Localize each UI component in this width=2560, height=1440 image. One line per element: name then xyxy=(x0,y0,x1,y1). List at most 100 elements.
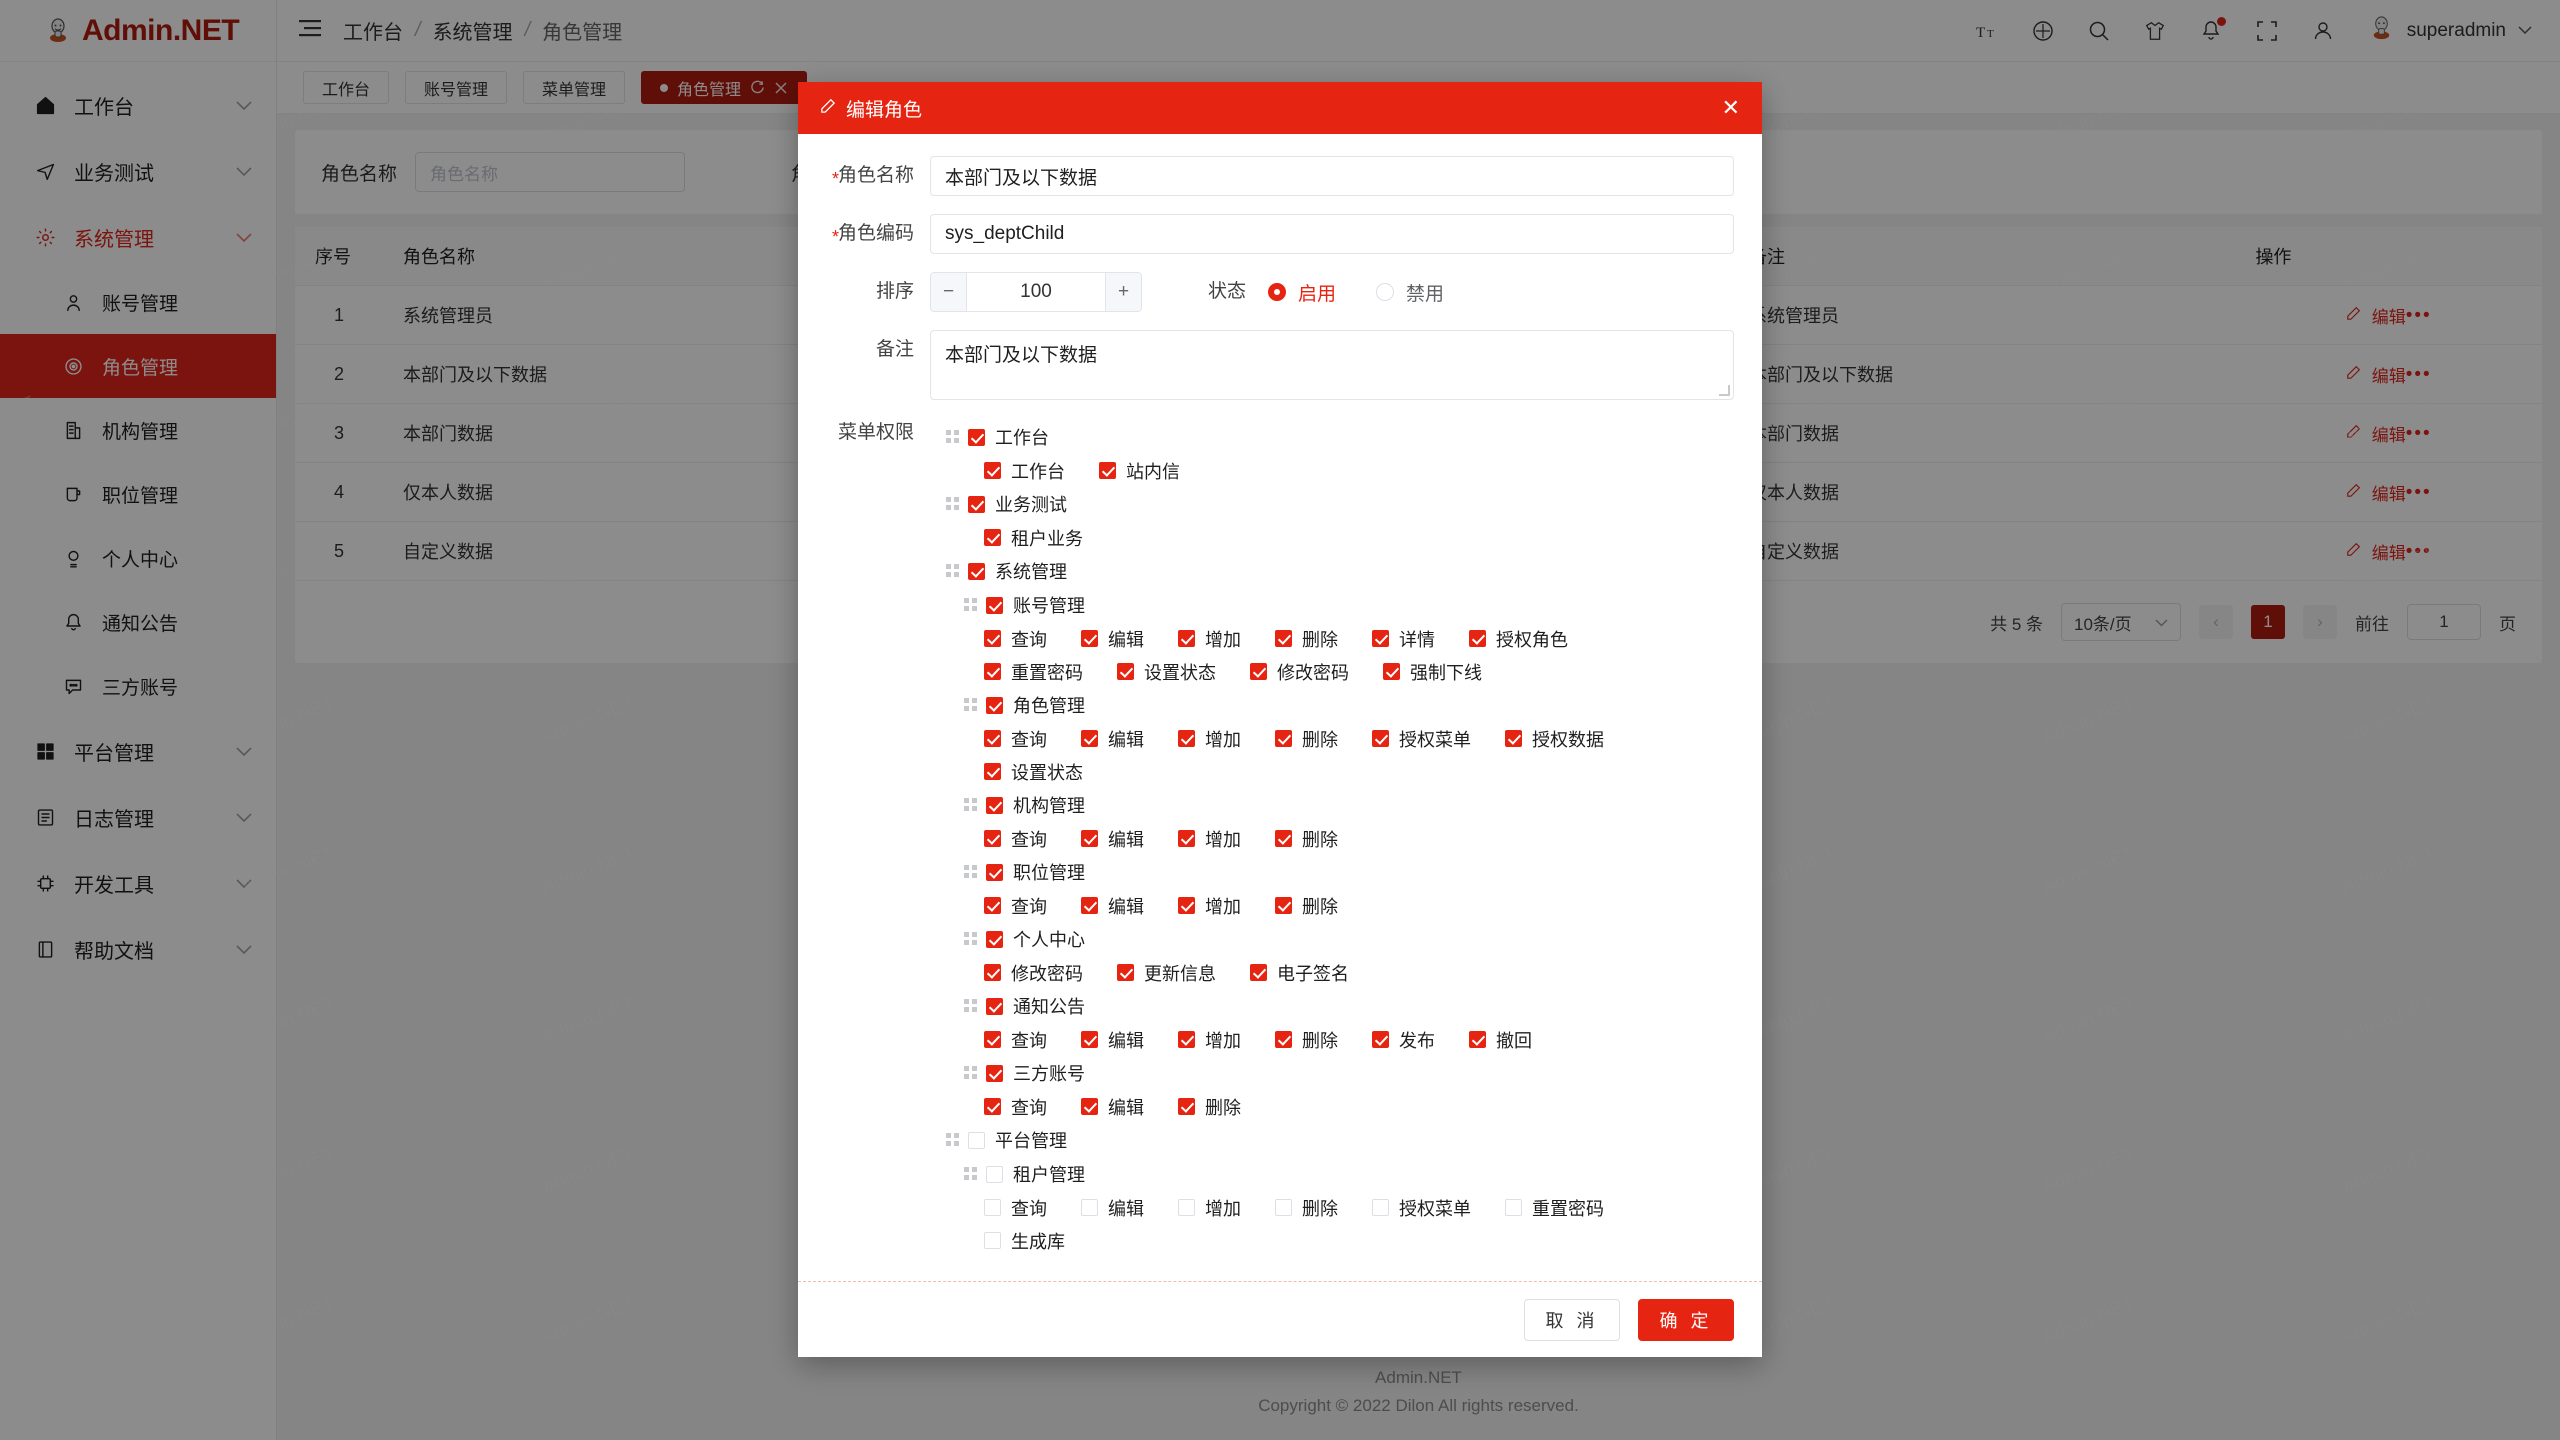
status-radio-enabled[interactable] xyxy=(1268,283,1287,301)
perm-leaf[interactable]: 编辑 xyxy=(1081,1027,1144,1053)
perm-leaf-checkbox[interactable] xyxy=(1178,1098,1195,1115)
perm-leaf[interactable]: 设置状态 xyxy=(1117,659,1216,685)
sidebar-item-10[interactable]: 平台管理 xyxy=(0,718,276,784)
perm-leaf[interactable]: 查询 xyxy=(984,826,1047,852)
perm-leaf[interactable]: 删除 xyxy=(1275,826,1338,852)
perm-leaf[interactable]: 删除 xyxy=(1275,1195,1338,1221)
perm-leaf-checkbox[interactable] xyxy=(1275,630,1292,647)
perm-node-checkbox[interactable] xyxy=(986,1165,1003,1183)
perm-leaf[interactable]: 强制下线 xyxy=(1383,659,1482,685)
perm-leaf[interactable]: 查询 xyxy=(984,1027,1047,1053)
sort-increment-button[interactable]: + xyxy=(1105,273,1141,311)
drag-handle-icon[interactable] xyxy=(964,598,978,612)
perm-leaf-checkbox[interactable] xyxy=(1117,663,1134,680)
breadcrumb-item-2[interactable]: 角色管理 xyxy=(542,22,623,44)
perm-leaf-checkbox[interactable] xyxy=(984,1098,1001,1115)
perm-leaf-checkbox[interactable] xyxy=(1383,663,1400,680)
sidebar-item-5[interactable]: 机构管理 xyxy=(0,398,276,462)
perm-leaf[interactable]: 删除 xyxy=(1275,893,1338,919)
perm-leaf-checkbox[interactable] xyxy=(984,763,1001,780)
perm-node-0[interactable]: 工作台 xyxy=(930,420,1734,454)
menu-collapse-icon[interactable] xyxy=(299,19,321,42)
perm-leaf-checkbox[interactable] xyxy=(1469,1031,1486,1048)
perm-leaf-checkbox[interactable] xyxy=(1081,730,1098,747)
edit-row-button[interactable]: 编辑 xyxy=(2346,362,2406,387)
sidebar-item-8[interactable]: 通知公告 xyxy=(0,590,276,654)
perm-leaf-checkbox[interactable] xyxy=(984,529,1001,546)
drag-handle-icon[interactable] xyxy=(946,430,960,444)
perm-leaf[interactable]: 电子签名 xyxy=(1250,960,1349,986)
perm-leaf[interactable]: 发布 xyxy=(1372,1027,1435,1053)
perm-leaf[interactable]: 查询 xyxy=(984,1094,1047,1120)
perm-leaf-checkbox[interactable] xyxy=(1275,830,1292,847)
perm-leaf-checkbox[interactable] xyxy=(1081,1031,1098,1048)
perm-leaf[interactable]: 增加 xyxy=(1178,726,1241,752)
perm-leaf[interactable]: 撤回 xyxy=(1469,1027,1532,1053)
edit-row-button[interactable]: 编辑 xyxy=(2346,539,2406,564)
status-radio-disabled[interactable] xyxy=(1376,283,1395,301)
perm-leaf[interactable]: 增加 xyxy=(1178,893,1241,919)
perm-leaf[interactable]: 授权菜单 xyxy=(1372,1195,1471,1221)
perm-node-checkbox[interactable] xyxy=(968,495,985,513)
perm-leaf[interactable]: 增加 xyxy=(1178,1027,1241,1053)
perm-leaf[interactable]: 编辑 xyxy=(1081,726,1144,752)
perm-node-10[interactable]: 平台管理 xyxy=(930,1123,1734,1157)
role-name-input[interactable]: 本部门及以下数据 xyxy=(930,156,1734,196)
perm-leaf-checkbox[interactable] xyxy=(1505,1199,1522,1216)
perm-leaf-checkbox[interactable] xyxy=(984,964,1001,981)
tab-2[interactable]: 菜单管理 xyxy=(523,71,626,104)
perm-leaf[interactable]: 工作台 xyxy=(984,458,1065,484)
edit-row-button[interactable]: 编辑 xyxy=(2346,480,2406,505)
perm-leaf-checkbox[interactable] xyxy=(1250,663,1267,680)
prev-page-button[interactable]: ‹ xyxy=(2199,605,2233,639)
more-actions-button[interactable]: ••• xyxy=(2405,304,2432,326)
sidebar-item-4[interactable]: 角色管理 xyxy=(0,334,276,398)
perm-leaf[interactable]: 查询 xyxy=(984,893,1047,919)
edit-row-button[interactable]: 编辑 xyxy=(2346,421,2406,446)
perm-leaf-checkbox[interactable] xyxy=(1081,897,1098,914)
perm-leaf-checkbox[interactable] xyxy=(1117,964,1134,981)
perm-leaf-checkbox[interactable] xyxy=(1275,1199,1292,1216)
fullscreen-icon[interactable] xyxy=(2256,20,2278,42)
perm-leaf[interactable]: 删除 xyxy=(1275,726,1338,752)
perm-leaf[interactable]: 删除 xyxy=(1275,626,1338,652)
perm-node-11[interactable]: 租户管理 xyxy=(930,1157,1734,1191)
breadcrumb-item-1[interactable]: 系统管理 xyxy=(432,22,513,44)
perm-node-4[interactable]: 角色管理 xyxy=(930,688,1734,722)
perm-leaf-checkbox[interactable] xyxy=(1372,1199,1389,1216)
sidebar-item-2[interactable]: 系统管理 xyxy=(0,204,276,270)
confirm-button[interactable]: 确 定 xyxy=(1638,1298,1734,1341)
perm-leaf-checkbox[interactable] xyxy=(1505,730,1522,747)
perm-leaf[interactable]: 编辑 xyxy=(1081,893,1144,919)
sidebar-item-11[interactable]: 日志管理 xyxy=(0,784,276,850)
perm-leaf[interactable]: 查询 xyxy=(984,1195,1047,1221)
perm-node-5[interactable]: 机构管理 xyxy=(930,788,1734,822)
perm-leaf-checkbox[interactable] xyxy=(1275,1031,1292,1048)
next-page-button[interactable]: › xyxy=(2303,605,2337,639)
perm-leaf-checkbox[interactable] xyxy=(1178,830,1195,847)
drag-handle-icon[interactable] xyxy=(964,865,978,879)
perm-leaf[interactable]: 授权角色 xyxy=(1469,626,1568,652)
sidebar-item-9[interactable]: 三方账号 xyxy=(0,654,276,718)
perm-leaf-checkbox[interactable] xyxy=(984,1232,1001,1249)
close-icon[interactable]: ✕ xyxy=(1721,95,1740,120)
drag-handle-icon[interactable] xyxy=(946,1133,960,1147)
perm-node-9[interactable]: 三方账号 xyxy=(930,1056,1734,1090)
role-code-input[interactable]: sys_deptChild xyxy=(930,214,1734,254)
perm-leaf-checkbox[interactable] xyxy=(1469,630,1486,647)
perm-leaf[interactable]: 更新信息 xyxy=(1117,960,1216,986)
tab-0[interactable]: 工作台 xyxy=(303,71,390,104)
sort-value[interactable]: 100 xyxy=(1020,281,1052,302)
sidebar-item-13[interactable]: 帮助文档 xyxy=(0,916,276,982)
sidebar-item-6[interactable]: 职位管理 xyxy=(0,462,276,526)
perm-node-checkbox[interactable] xyxy=(986,863,1003,881)
sidebar-item-3[interactable]: 账号管理 xyxy=(0,270,276,334)
perm-leaf-checkbox[interactable] xyxy=(984,830,1001,847)
perm-leaf-checkbox[interactable] xyxy=(1099,462,1116,479)
sort-stepper[interactable]: − 100 + xyxy=(930,272,1142,312)
perm-leaf-checkbox[interactable] xyxy=(984,630,1001,647)
drag-handle-icon[interactable] xyxy=(964,932,978,946)
drag-handle-icon[interactable] xyxy=(964,999,978,1013)
skin-icon[interactable] xyxy=(2144,20,2166,42)
perm-leaf[interactable]: 编辑 xyxy=(1081,1195,1144,1221)
